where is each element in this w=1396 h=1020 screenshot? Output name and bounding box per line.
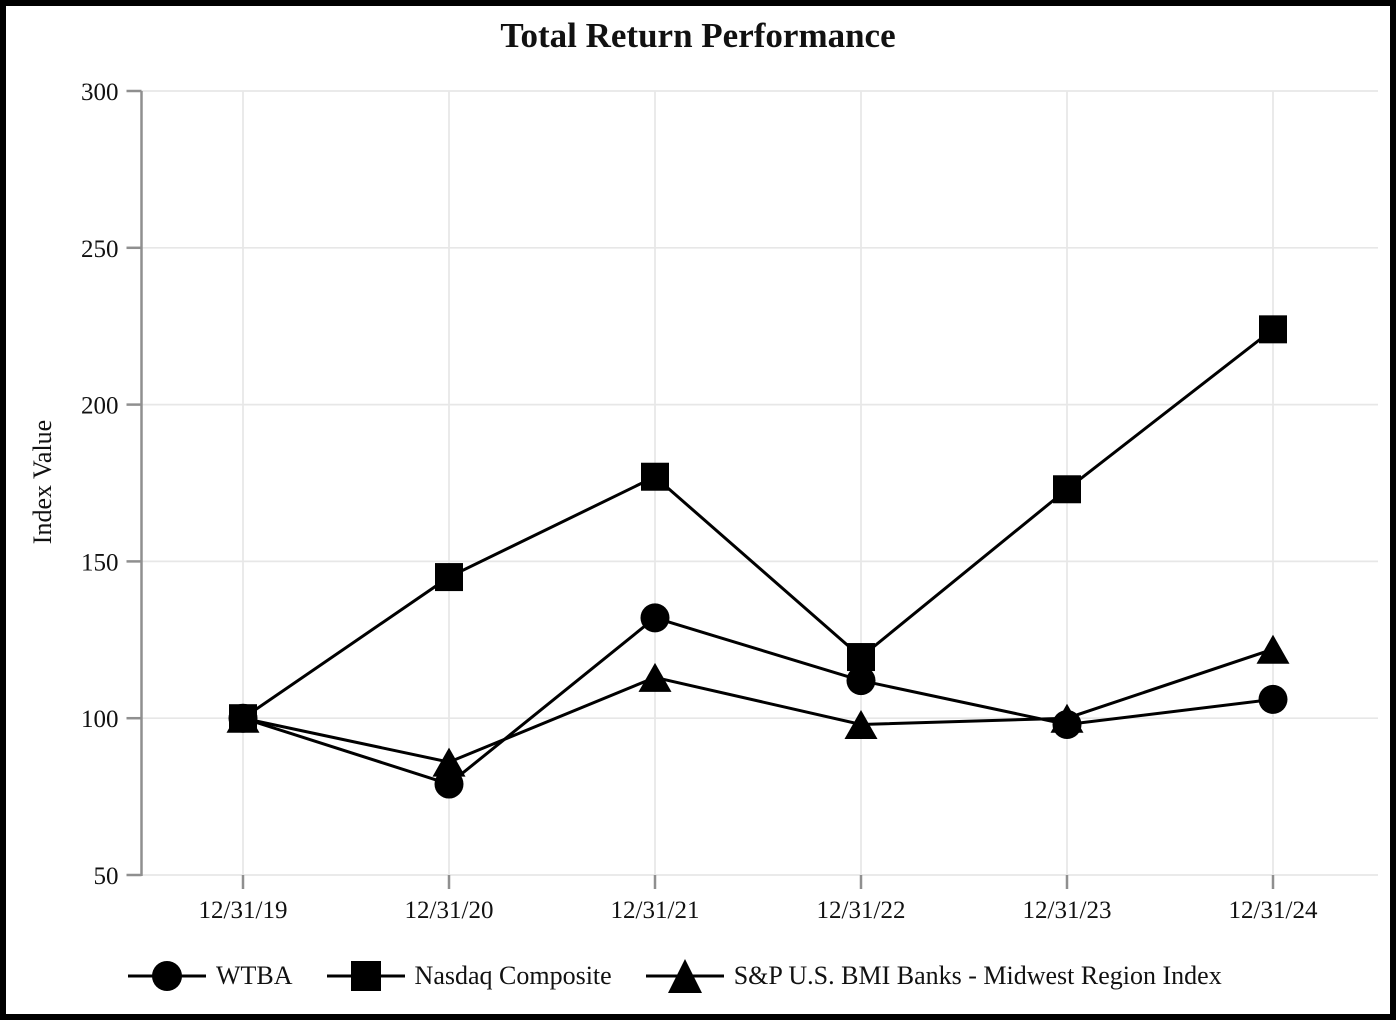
marker-circle — [434, 769, 464, 799]
marker-circle — [640, 603, 670, 633]
marker-square — [1053, 475, 1081, 504]
x-tick-label: 12/31/19 — [199, 897, 288, 924]
legend-item-s-p-u-s-bmi-banks-midwest-region-index: S&P U.S. BMI Banks - Midwest Region Inde… — [645, 954, 1222, 998]
y-tick-label: 300 — [81, 79, 119, 106]
legend-marker-triangle-icon — [645, 959, 724, 993]
legend-label: Nasdaq Composite — [414, 961, 612, 990]
legend-label: WTBA — [216, 961, 293, 990]
legend-marker-square-icon — [326, 961, 405, 991]
marker-circle — [1052, 709, 1082, 739]
marker-square — [435, 563, 463, 592]
y-tick-label: 100 — [81, 706, 119, 733]
marker-square — [229, 704, 257, 733]
chart-title: Total Return Performance — [500, 16, 896, 55]
marker-circle — [1258, 684, 1288, 714]
legend-marker-circle-icon — [128, 961, 206, 991]
y-tick-label: 50 — [94, 863, 119, 890]
y-tick-label: 200 — [81, 393, 119, 420]
x-tick-label: 12/31/21 — [611, 897, 700, 924]
y-axis-title: Index Value — [28, 419, 57, 545]
x-tick-label: 12/31/24 — [1229, 897, 1318, 924]
x-tick-label: 12/31/23 — [1023, 897, 1112, 924]
series-line-nasdaq-composite — [242, 328, 1274, 720]
legend-label: S&P U.S. BMI Banks - Midwest Region Inde… — [733, 961, 1222, 990]
x-tick-label: 12/31/22 — [817, 897, 906, 924]
series-line-wtba — [242, 616, 1274, 786]
legend: WTBA Nasdaq Composite S&P U.S. BMI Banks -… — [128, 948, 1222, 1004]
marker-triangle — [432, 747, 466, 777]
marker-triangle — [844, 709, 878, 739]
marker-square — [1259, 315, 1287, 344]
marker-square — [641, 462, 669, 491]
y-tick-label: 150 — [81, 549, 119, 576]
legend-item-wtba: WTBA — [128, 954, 293, 998]
legend-item-nasdaq-composite: Nasdaq Composite — [326, 954, 612, 998]
marker-triangle — [1256, 634, 1290, 664]
marker-triangle — [638, 662, 672, 692]
y-tick-label: 250 — [81, 236, 119, 263]
series-line-s-p-u-s-bmi-banks-midwest-region-index — [242, 647, 1274, 764]
marker-square — [847, 643, 875, 672]
marker-circle — [846, 666, 876, 696]
x-tick-label: 12/31/20 — [405, 897, 494, 924]
